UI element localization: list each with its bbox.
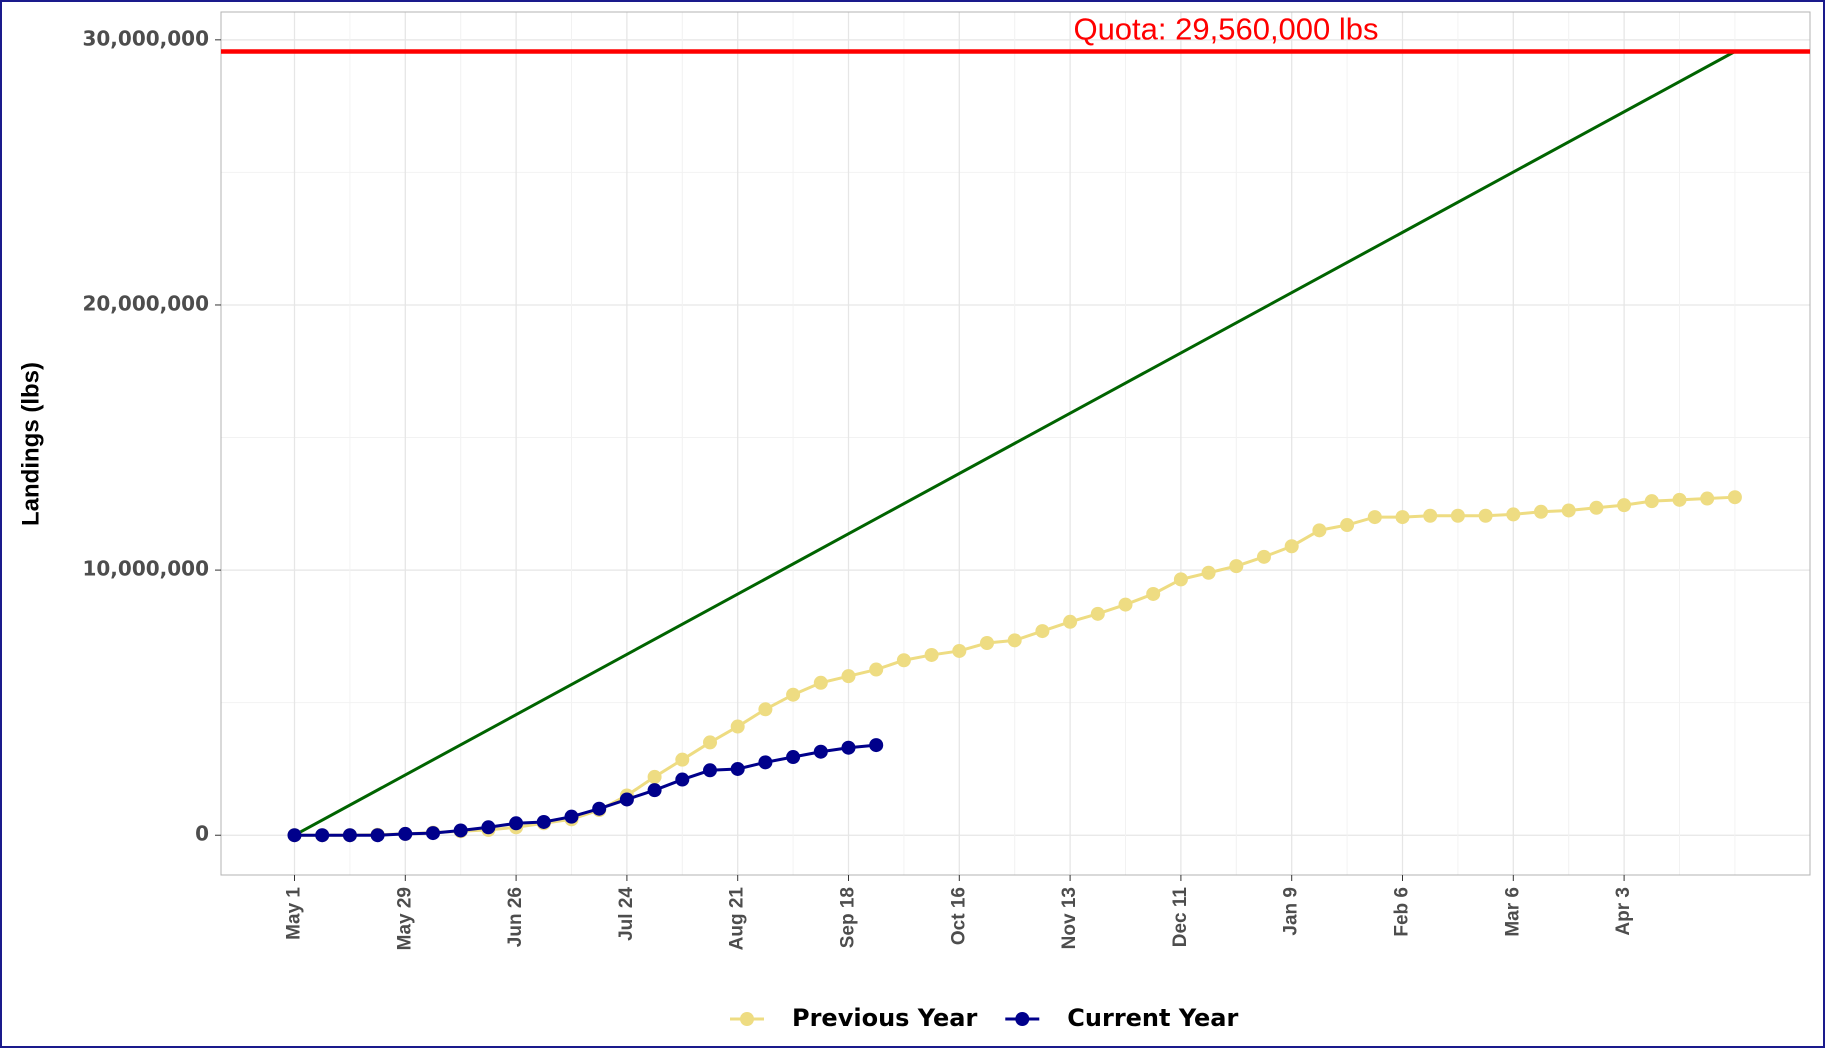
data-point bbox=[1589, 500, 1604, 515]
data-point bbox=[1727, 490, 1742, 505]
data-point bbox=[1423, 508, 1438, 523]
data-point bbox=[564, 809, 579, 824]
data-point bbox=[758, 702, 773, 717]
legend-key-point bbox=[1015, 1012, 1030, 1026]
x-tick-label: May 1 bbox=[284, 887, 305, 940]
data-point bbox=[647, 769, 662, 784]
series-line bbox=[294, 743, 877, 837]
data-point bbox=[1007, 633, 1022, 648]
data-point bbox=[1340, 518, 1355, 533]
x-tick-label: Apr 3 bbox=[1613, 887, 1634, 936]
y-tick-label: 0 bbox=[195, 822, 209, 846]
data-point bbox=[1672, 492, 1687, 507]
data-point bbox=[1561, 503, 1576, 518]
data-point bbox=[370, 828, 385, 843]
data-point bbox=[1450, 508, 1465, 523]
data-point bbox=[536, 814, 551, 829]
data-point bbox=[647, 783, 662, 798]
data-point bbox=[481, 820, 496, 835]
data-point bbox=[813, 675, 828, 690]
data-point bbox=[730, 761, 745, 776]
x-tick-label: Oct 16 bbox=[948, 887, 969, 945]
data-point bbox=[342, 828, 357, 843]
data-point bbox=[1118, 597, 1133, 612]
data-point bbox=[1395, 510, 1410, 525]
data-point bbox=[1700, 491, 1715, 506]
data-point bbox=[786, 687, 801, 702]
data-point bbox=[703, 763, 717, 778]
data-point bbox=[1201, 565, 1216, 580]
data-point bbox=[287, 828, 302, 843]
x-tick-label: Jul 24 bbox=[616, 887, 637, 941]
y-tick-label: 30,000,000 bbox=[82, 26, 209, 50]
data-point bbox=[1173, 572, 1188, 587]
legend-label: Current Year bbox=[1067, 1004, 1238, 1032]
data-point bbox=[675, 752, 690, 767]
data-point bbox=[730, 719, 745, 734]
x-tick-label: Nov 13 bbox=[1059, 887, 1080, 949]
data-point bbox=[1229, 559, 1244, 574]
data-point bbox=[1534, 504, 1548, 519]
data-point bbox=[509, 816, 524, 831]
data-point bbox=[1312, 523, 1327, 538]
data-point bbox=[619, 792, 634, 807]
data-point bbox=[952, 643, 967, 658]
y-tick-label: 10,000,000 bbox=[82, 557, 209, 581]
data-point bbox=[980, 636, 994, 651]
x-tick-label: Jun 26 bbox=[505, 887, 526, 947]
y-tick-label: 20,000,000 bbox=[82, 291, 209, 315]
data-point bbox=[703, 735, 717, 750]
data-point bbox=[592, 801, 607, 816]
data-point bbox=[398, 826, 413, 841]
data-point bbox=[841, 740, 856, 755]
legend-label: Previous Year bbox=[792, 1004, 977, 1032]
data-point bbox=[1090, 606, 1105, 621]
data-point bbox=[869, 662, 884, 677]
data-point bbox=[1617, 498, 1632, 513]
grid bbox=[221, 12, 1810, 875]
data-point bbox=[1367, 510, 1382, 525]
data-point bbox=[1257, 549, 1271, 564]
data-point bbox=[315, 828, 330, 843]
x-tick-label: Mar 6 bbox=[1502, 887, 1523, 937]
target-line bbox=[293, 50, 1736, 837]
data-point bbox=[675, 772, 690, 787]
x-tick-label: Dec 11 bbox=[1170, 887, 1191, 948]
panel-border bbox=[220, 11, 1811, 876]
x-tick-label: Feb 6 bbox=[1392, 887, 1413, 937]
data-point bbox=[1146, 586, 1161, 601]
legend-key-point bbox=[740, 1012, 754, 1026]
x-tick-label: Sep 18 bbox=[838, 887, 859, 948]
x-tick-label: Jan 9 bbox=[1281, 887, 1302, 936]
data-point bbox=[869, 738, 884, 753]
data-point bbox=[426, 826, 440, 841]
data-point bbox=[1035, 624, 1050, 639]
y-axis-title: Landings (lbs) bbox=[17, 362, 44, 526]
data-point bbox=[1284, 539, 1299, 554]
data-point bbox=[813, 744, 828, 759]
data-point bbox=[841, 669, 856, 684]
data-point bbox=[453, 823, 468, 838]
x-tick-label: May 29 bbox=[394, 887, 415, 950]
data-point bbox=[1063, 614, 1078, 629]
data-point bbox=[758, 755, 773, 770]
data-point bbox=[786, 750, 801, 765]
data-point bbox=[1506, 507, 1521, 522]
quota-label: Quota: 29,560,000 lbs bbox=[1073, 12, 1378, 47]
data-point bbox=[1644, 494, 1659, 509]
data-point bbox=[1478, 508, 1493, 523]
data-point bbox=[924, 647, 939, 662]
x-tick-label: Aug 21 bbox=[727, 887, 748, 951]
data-point bbox=[896, 653, 911, 668]
